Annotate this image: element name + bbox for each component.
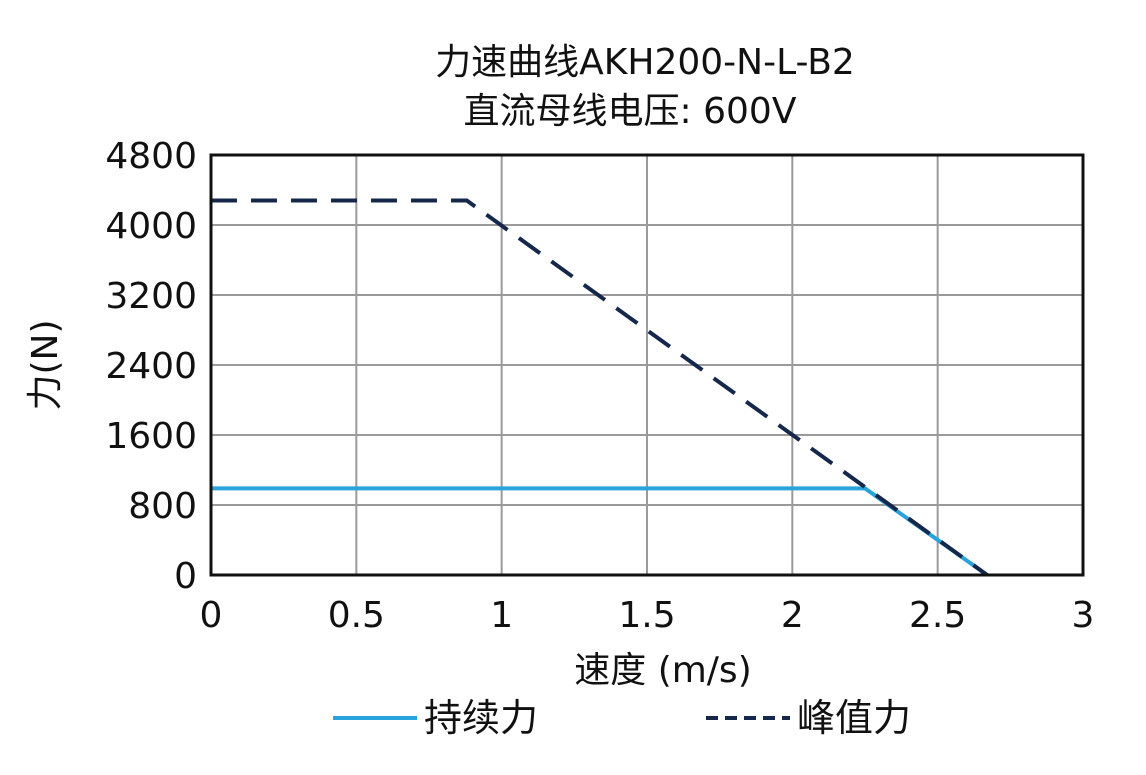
- legend-label-1: 持续力: [424, 696, 538, 740]
- series-line-2: [211, 198, 989, 577]
- y-tick-label: 1600: [105, 416, 197, 457]
- x-tick-label: 1.5: [618, 595, 675, 636]
- series-line-1: [211, 486, 989, 577]
- x-axis-label: 速度 (m/s): [574, 650, 752, 691]
- series-lines: [211, 198, 989, 577]
- x-tick-label: 2.5: [909, 595, 966, 636]
- y-tick-label: 0: [174, 556, 197, 597]
- chart-subtitle: 直流母线电压: 600V: [464, 91, 797, 132]
- x-tick-label: 2: [781, 595, 804, 636]
- plot-frame: [209, 153, 1085, 577]
- y-tick-label: 4800: [105, 136, 197, 177]
- grid: [211, 155, 1083, 575]
- x-tick-label: 1: [490, 595, 513, 636]
- y-tick-label: 3200: [105, 276, 197, 317]
- x-tick-label: 0.5: [328, 595, 385, 636]
- legend-label-2: 峰值力: [797, 696, 911, 740]
- y-tick-label: 4000: [105, 206, 197, 247]
- legend: 持续力 峰值力: [333, 696, 911, 740]
- y-tick-label: 2400: [105, 346, 197, 387]
- y-tick-labels: 0 800 1600 2400 3200 4000 4800: [105, 136, 197, 597]
- x-tick-label: 0: [200, 595, 223, 636]
- chart-title: 力速曲线AKH200-N-L-B2: [435, 42, 855, 83]
- y-tick-label: 800: [128, 486, 197, 527]
- x-tick-labels: 0 0.5 1 1.5 2 2.5 3: [200, 595, 1095, 636]
- x-tick-label: 3: [1072, 595, 1095, 636]
- y-axis-label: 力(N): [25, 319, 66, 410]
